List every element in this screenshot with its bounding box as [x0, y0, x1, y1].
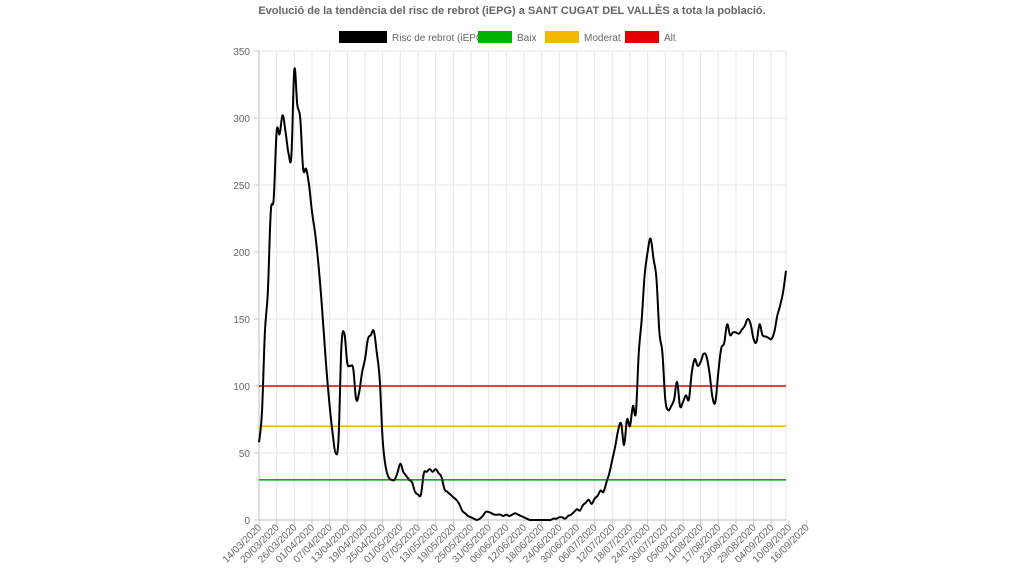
- legend-swatch: [339, 31, 387, 43]
- y-tick-label: 50: [239, 449, 251, 460]
- y-tick-label: 100: [233, 382, 250, 393]
- y-tick-label: 350: [233, 47, 250, 58]
- y-tick-label: 150: [233, 315, 250, 326]
- y-tick-label: 0: [244, 516, 250, 527]
- legend-swatch: [478, 31, 512, 43]
- series-line-iepg[interactable]: [258, 67, 787, 522]
- legend-label: Alt: [664, 33, 676, 44]
- legend-label: Risc de rebrot (iEPG): [392, 33, 487, 44]
- legend-item[interactable]: Baix: [478, 31, 536, 44]
- y-tick-label: 300: [233, 114, 250, 125]
- legend-item[interactable]: Risc de rebrot (iEPG): [339, 31, 487, 44]
- legend-label: Moderat: [584, 33, 621, 44]
- y-tick-label: 250: [233, 181, 250, 192]
- series-layer: [258, 67, 787, 522]
- y-tick-label: 200: [233, 248, 250, 259]
- grid: [258, 50, 787, 521]
- y-axis: 0 50 100 150 200 250 300 350: [233, 47, 260, 527]
- legend[interactable]: Risc de rebrot (iEPG) Baix Moderat Alt: [339, 31, 676, 44]
- legend-item[interactable]: Alt: [625, 31, 676, 44]
- threshold-lines: [259, 385, 786, 481]
- legend-item[interactable]: Moderat: [545, 31, 621, 44]
- legend-swatch: [625, 31, 659, 43]
- x-axis: 14/03/202020/03/202026/03/202001/04/2020…: [221, 519, 812, 566]
- legend-label: Baix: [517, 33, 536, 44]
- chart-title: Evolució de la tendència del risc de reb…: [258, 4, 765, 17]
- legend-swatch: [545, 31, 579, 43]
